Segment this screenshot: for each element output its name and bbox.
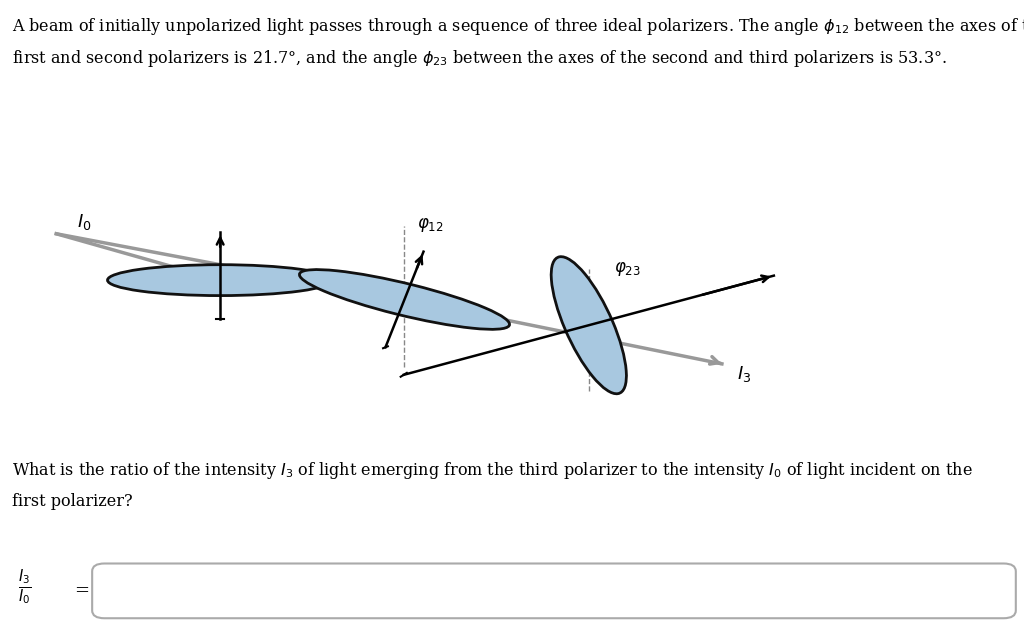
Ellipse shape — [299, 270, 510, 329]
Text: first polarizer?: first polarizer? — [12, 493, 133, 509]
Text: $\frac{I_3}{I_0}$: $\frac{I_3}{I_0}$ — [18, 567, 32, 607]
Text: $\varphi_{12}$: $\varphi_{12}$ — [417, 216, 443, 234]
Text: =: = — [74, 582, 89, 600]
Text: $I_0$: $I_0$ — [77, 212, 91, 232]
Text: first and second polarizers is 21.7°, and the angle $\phi_{23}$ between the axes: first and second polarizers is 21.7°, an… — [12, 48, 947, 70]
Text: A beam of initially unpolarized light passes through a sequence of three ideal p: A beam of initially unpolarized light pa… — [12, 16, 1024, 37]
FancyBboxPatch shape — [92, 564, 1016, 618]
Ellipse shape — [108, 265, 333, 296]
Text: $I_3$: $I_3$ — [737, 363, 752, 384]
Text: $\varphi_{23}$: $\varphi_{23}$ — [614, 260, 641, 278]
Ellipse shape — [551, 257, 627, 393]
Text: What is the ratio of the intensity $I_3$ of light emerging from the third polari: What is the ratio of the intensity $I_3$… — [12, 460, 973, 482]
